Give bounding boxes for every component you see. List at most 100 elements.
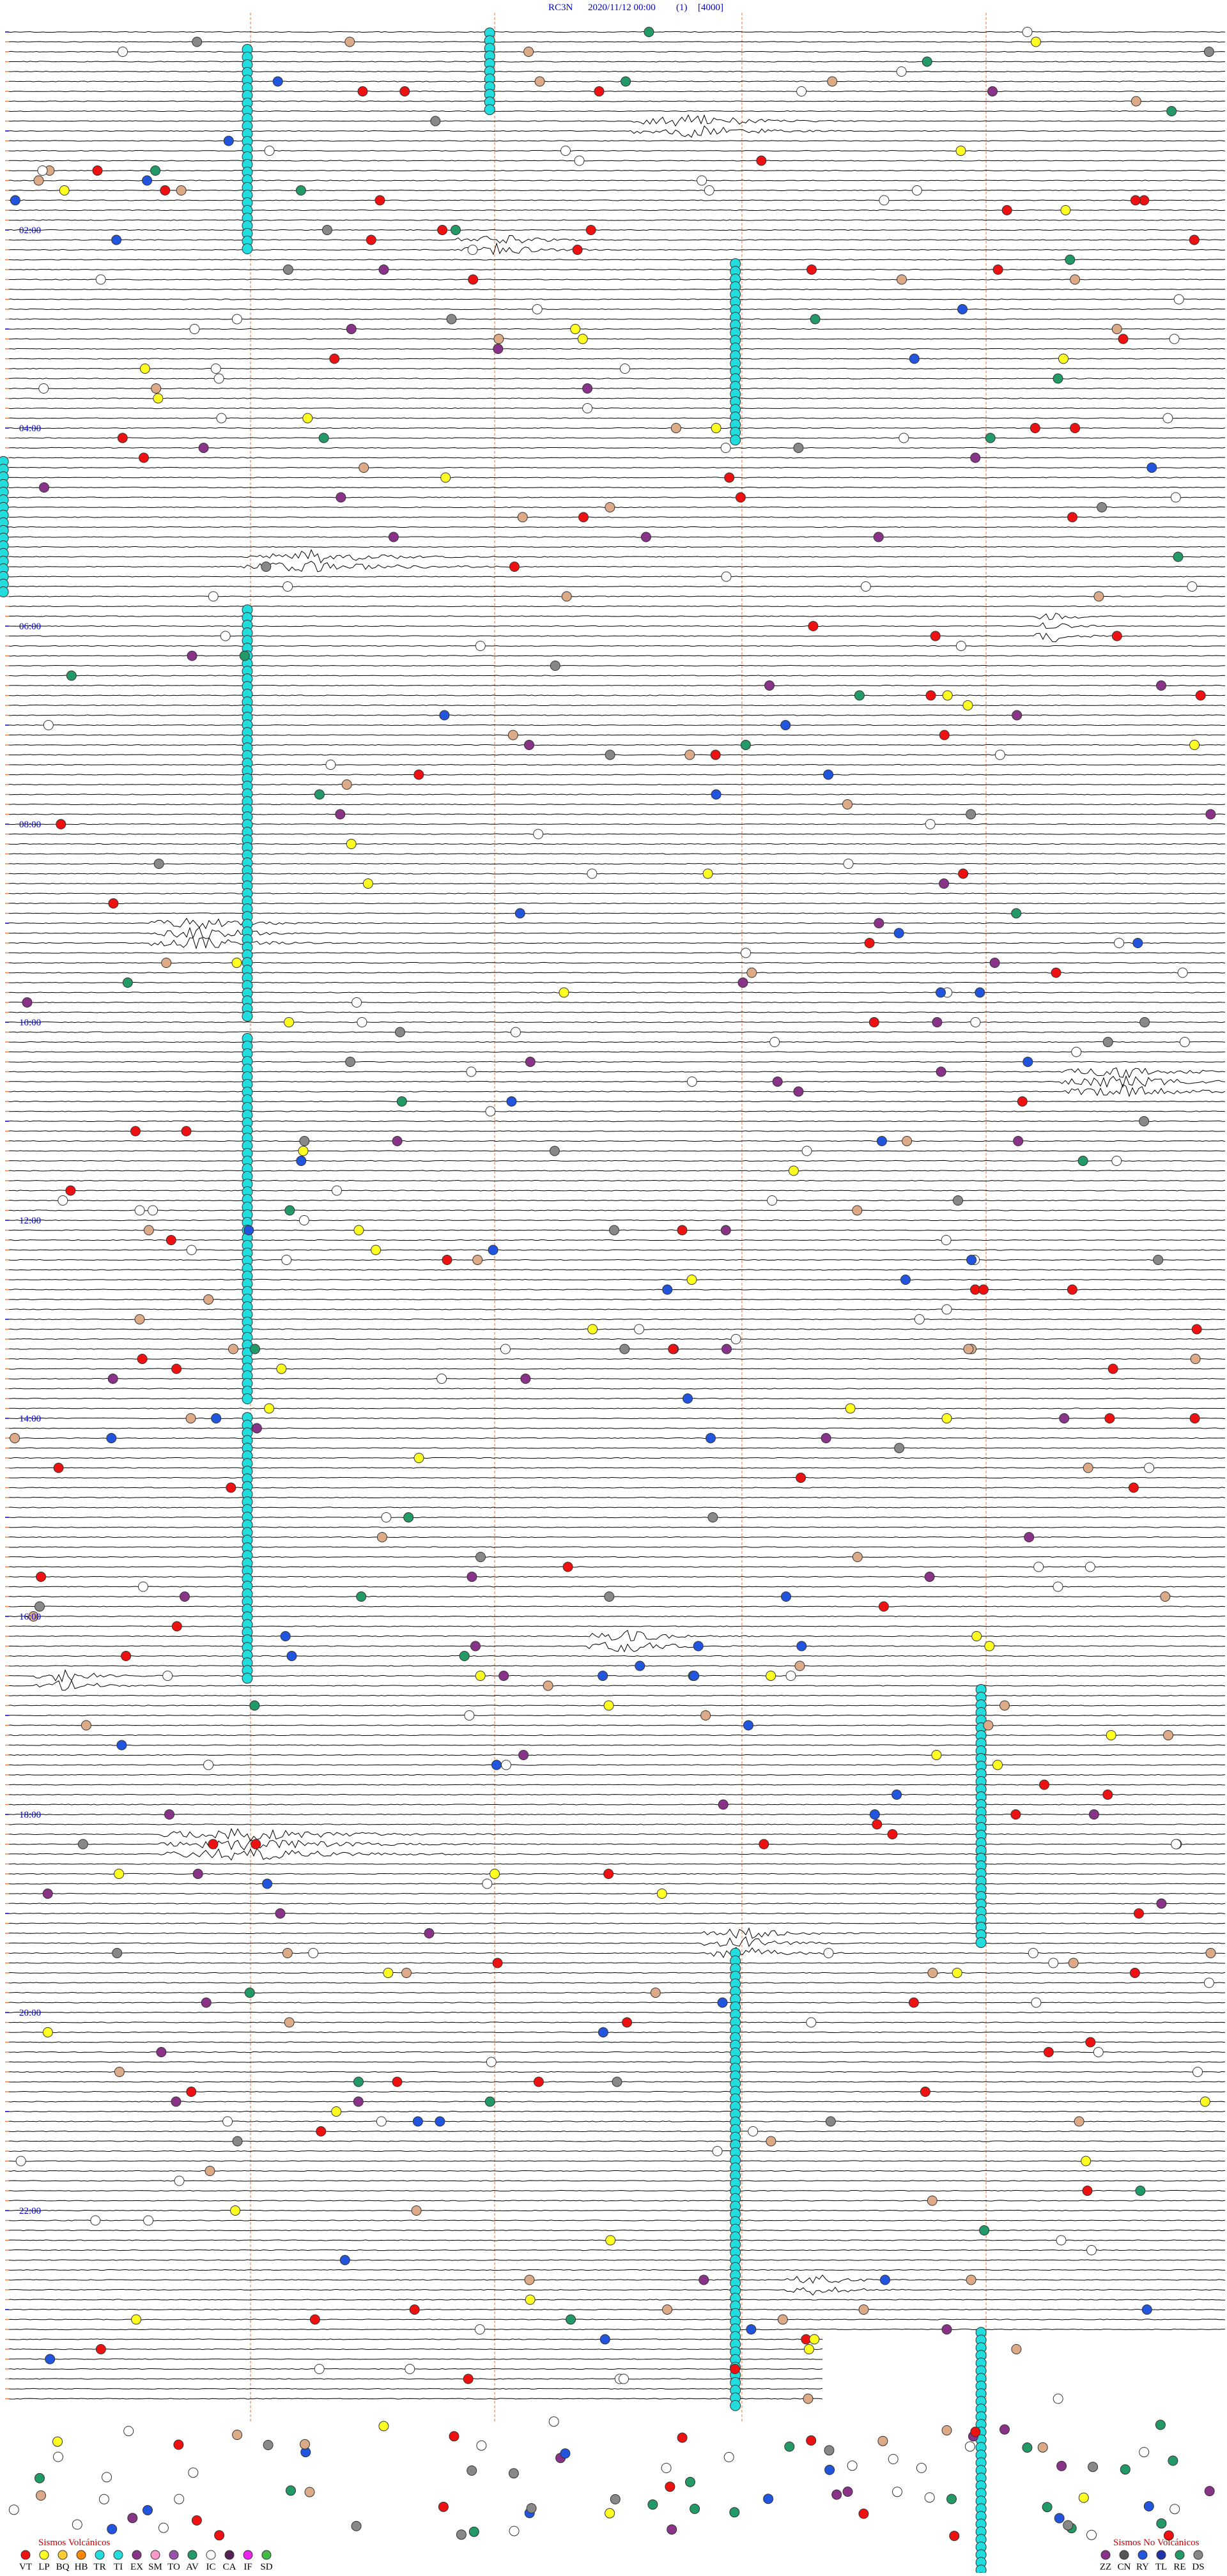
event-marker (947, 2494, 957, 2504)
event-marker (1112, 325, 1122, 334)
event-marker (972, 1632, 982, 1641)
event-marker (139, 1582, 148, 1591)
event-marker (588, 1324, 598, 1334)
event-marker (1065, 255, 1075, 264)
trace (8, 2150, 1225, 2151)
legend-code: LP (38, 2562, 50, 2572)
trace (8, 358, 1225, 359)
event-marker (163, 1671, 173, 1681)
event-marker (560, 2449, 570, 2458)
legend-code: AV (186, 2562, 199, 2572)
event-marker (971, 1018, 980, 1027)
event-marker (534, 2077, 543, 2087)
trace (8, 1012, 1225, 1013)
event-marker (500, 1344, 510, 1354)
event-marker (299, 1216, 309, 1225)
trace (8, 269, 1225, 270)
event-marker (1017, 1097, 1027, 1107)
trace (8, 299, 1225, 300)
legend: Sismos Volcánicos Sismos No Volcánicos V… (19, 2538, 1205, 2572)
event-marker (1053, 1582, 1063, 1591)
legend-code: EX (130, 2562, 143, 2572)
event-marker (284, 2018, 294, 2027)
event-marker (778, 2315, 787, 2324)
event-marker (1103, 1790, 1113, 1800)
trace (8, 2275, 1225, 2283)
event-marker (1059, 354, 1069, 364)
trace (8, 2141, 1225, 2142)
trace (8, 2398, 822, 2399)
event-marker (942, 1414, 952, 1423)
event-marker (1147, 463, 1157, 473)
event-marker (1168, 2456, 1178, 2465)
event-marker (1081, 2156, 1091, 2166)
legend-marker (21, 2550, 30, 2559)
event-marker (287, 1652, 297, 1661)
event-marker (232, 314, 242, 324)
legend-code: CA (223, 2562, 236, 2572)
event-marker (1051, 968, 1061, 977)
event-marker (296, 186, 305, 195)
trace (8, 1556, 1225, 1557)
event-marker (1157, 681, 1166, 691)
event-marker (832, 2490, 842, 2499)
event-marker (598, 1671, 608, 1681)
event-marker (1002, 206, 1012, 215)
trace (8, 1725, 1225, 1726)
event-marker (708, 1513, 718, 1522)
trace (8, 2210, 1225, 2211)
event-marker (651, 1988, 660, 1998)
trace (8, 774, 1225, 775)
event-marker (96, 275, 105, 284)
event-marker (620, 364, 629, 374)
event-marker (245, 1988, 254, 1998)
event-marker (468, 275, 478, 284)
event-marker (1139, 2448, 1149, 2457)
event-marker (583, 404, 592, 413)
event-marker (1022, 27, 1032, 37)
event-marker (1078, 1156, 1088, 1166)
trace (8, 1883, 1225, 1884)
event-marker (583, 384, 592, 394)
event-marker (490, 1869, 500, 1879)
event-marker (1063, 2520, 1073, 2530)
event-marker (346, 325, 356, 334)
event-marker (854, 691, 864, 700)
legend-code: TI (114, 2562, 123, 2572)
event-marker (469, 2527, 479, 2536)
event-marker (925, 820, 935, 829)
event-marker (38, 166, 47, 176)
event-marker (1161, 1592, 1170, 1602)
event-marker (966, 2275, 976, 2285)
event-marker (963, 701, 973, 710)
trace (8, 2170, 1225, 2171)
event-marker (465, 1711, 474, 1721)
legend-marker (1138, 2550, 1147, 2559)
event-marker (942, 2325, 952, 2334)
trace (8, 170, 1225, 171)
trace (8, 883, 1225, 884)
time-label: 08:00 (19, 820, 41, 830)
trace (8, 1170, 1225, 1171)
event-marker (336, 809, 345, 819)
event-marker (148, 1206, 158, 1215)
event-marker (451, 226, 461, 235)
trace (8, 596, 1225, 597)
event-marker (766, 1671, 776, 1681)
event-marker (1089, 1810, 1099, 1820)
event-marker (1106, 1731, 1116, 1740)
event-marker (363, 879, 373, 889)
event-marker (250, 1701, 259, 1710)
event-marker (43, 1889, 52, 1899)
event-marker (305, 2487, 314, 2497)
event-marker (493, 1958, 502, 1968)
trace (8, 348, 1225, 349)
event-marker (930, 631, 940, 641)
event-marker (114, 2067, 124, 2077)
event-marker (484, 105, 495, 115)
event-marker (283, 265, 293, 275)
event-marker (859, 2305, 868, 2315)
legend-code: RY (1136, 2562, 1149, 2572)
event-marker (870, 1810, 879, 1820)
event-marker (806, 2435, 816, 2445)
